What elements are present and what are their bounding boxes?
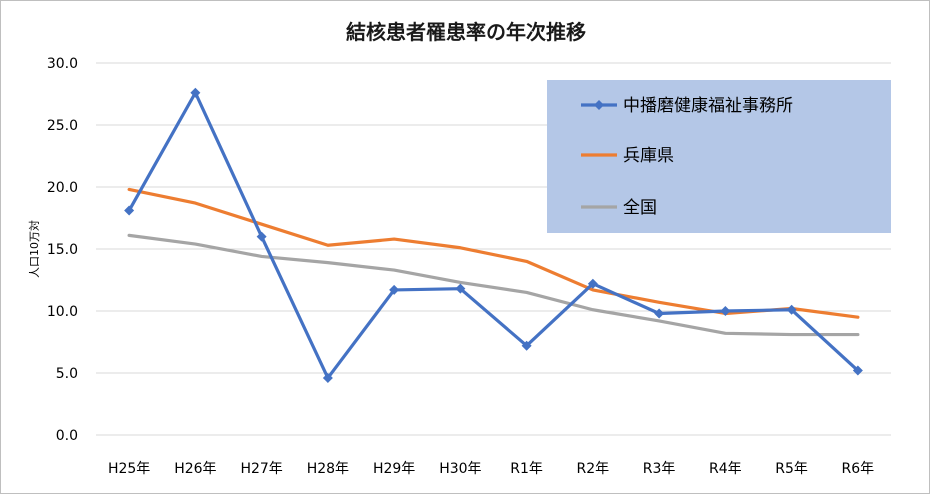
x-tick-label: R3年 — [643, 461, 676, 477]
x-tick-label: H25年 — [108, 461, 150, 477]
y-tick-label: 25.0 — [47, 118, 78, 134]
y-tick-label: 10.0 — [47, 304, 78, 320]
series-group — [127, 187, 860, 319]
x-tick-label: H27年 — [240, 461, 282, 477]
data-point — [587, 278, 598, 289]
y-tick-label: 0.0 — [56, 428, 78, 444]
series-line — [127, 91, 860, 380]
x-tick-label: H29年 — [373, 461, 415, 477]
series-layer — [124, 87, 863, 383]
y-tick-label: 30.0 — [47, 56, 78, 72]
x-tick-label: R1年 — [510, 461, 543, 477]
y-axis-label: 人口10万対 — [27, 220, 41, 278]
data-point — [720, 306, 731, 316]
x-tick-label: H30年 — [439, 461, 481, 477]
series-group — [124, 87, 863, 383]
series-line — [127, 187, 860, 319]
data-point — [190, 87, 201, 98]
y-tick-label: 5.0 — [56, 366, 78, 382]
x-tick-label: R2年 — [577, 461, 610, 477]
x-tick-label: R6年 — [842, 461, 875, 477]
data-point — [852, 365, 863, 376]
data-point — [124, 205, 135, 216]
x-tick-label: H28年 — [307, 461, 349, 477]
legend-label: 中播磨健康福祉事務所 — [623, 96, 793, 116]
legend-label: 全国 — [623, 198, 657, 218]
x-tick-label: R4年 — [709, 461, 742, 477]
y-tick-label: 15.0 — [47, 242, 78, 258]
x-tick-label: R5年 — [775, 461, 808, 477]
x-axis-ticks: H25年 H26年 H27年 H28年 H29年 H30年 R1年 R2年 R3年 R4年 R5年 R… — [108, 461, 874, 477]
y-tick-label: 20.0 — [47, 180, 78, 196]
data-point — [521, 340, 532, 351]
legend-marker — [594, 100, 604, 110]
data-point — [786, 304, 797, 315]
data-point — [455, 283, 466, 294]
series-line — [127, 233, 860, 337]
series-group — [127, 233, 860, 337]
y-axis-ticks: 0.0 5.0 10.0 15.0 20.0 25.0 30.0 — [47, 56, 78, 444]
x-tick-label: H26年 — [174, 461, 216, 477]
data-point — [389, 284, 400, 295]
data-point — [654, 308, 665, 319]
legend-label: 兵庫県 — [623, 146, 674, 166]
chart-title: 結核患者罹患率の年次推移 — [346, 20, 586, 44]
data-point — [256, 231, 267, 242]
data-point — [322, 372, 333, 383]
